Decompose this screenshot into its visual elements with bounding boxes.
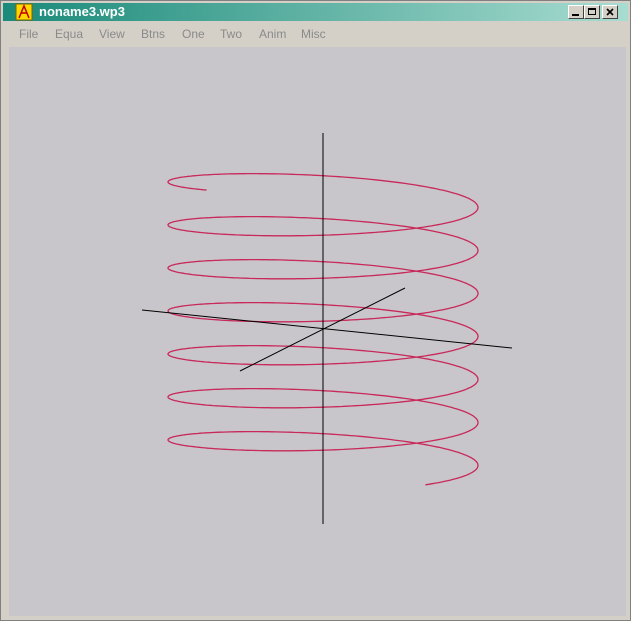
helix-curve: [167, 172, 479, 486]
menu-item[interactable]: Misc: [301, 27, 326, 41]
menu-item[interactable]: Two: [220, 27, 243, 41]
minimize-button[interactable]: [568, 5, 584, 19]
maximize-button[interactable]: [584, 5, 600, 19]
x-axis: [141, 309, 513, 349]
close-button[interactable]: [602, 5, 618, 19]
title-bar: noname3.wp3: [3, 3, 628, 21]
plot-area: [9, 47, 626, 616]
window-title: noname3.wp3: [39, 4, 125, 19]
app-icon: [15, 3, 33, 21]
menu-item[interactable]: Btns: [141, 27, 166, 41]
menu-item[interactable]: File: [19, 27, 39, 41]
menu-item[interactable]: Anim: [259, 27, 287, 41]
y-axis: [239, 287, 406, 372]
menu-bar: File Equa View Btns One Two Anim Misc: [3, 23, 628, 45]
menu-item[interactable]: One: [182, 27, 205, 41]
menu-item[interactable]: View: [99, 27, 125, 41]
menu-item[interactable]: Equa: [55, 27, 84, 41]
plot: [141, 133, 513, 524]
